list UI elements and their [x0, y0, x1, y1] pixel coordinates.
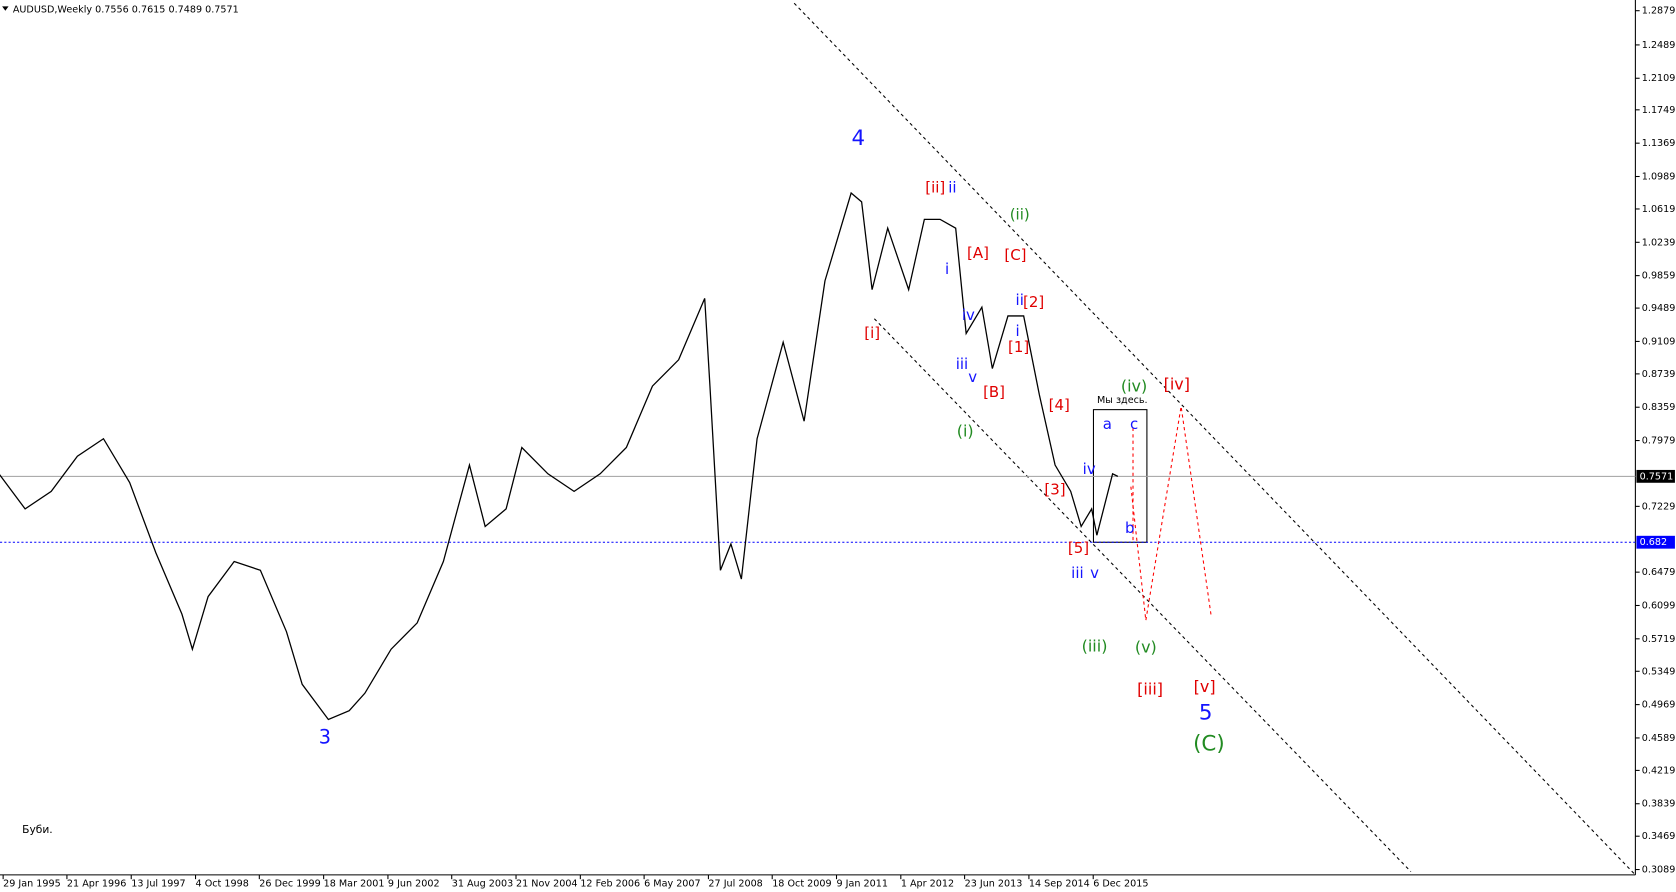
x-tick-label: 14 Sep 2014 [1029, 878, 1090, 889]
y-tick-label: 1.2489 [1642, 40, 1676, 51]
y-tick-label: 0.6099 [1642, 600, 1676, 611]
wave-label: c [1130, 415, 1138, 433]
y-tick-label: 0.3089 [1642, 865, 1676, 876]
price-label: 0.7571 [1640, 471, 1674, 482]
y-tick-label: 1.0619 [1642, 204, 1676, 215]
wave-label: [C] [1004, 246, 1026, 264]
x-tick-label: 13 Jul 1997 [131, 878, 185, 889]
wave-label: (iii) [1082, 637, 1108, 656]
wave-label: Буби. [22, 823, 53, 836]
x-tick-label: 18 Mar 2001 [324, 878, 385, 889]
wave-label: [B] [983, 383, 1005, 401]
wave-label: 3 [319, 725, 331, 748]
x-tick-label: 27 Jul 2008 [708, 878, 762, 889]
price-label-box [1636, 535, 1675, 549]
wave-label: [1] [1008, 338, 1029, 356]
x-tick-label: 9 Jan 2011 [837, 878, 888, 889]
wave-label: (iv) [1121, 377, 1147, 396]
wave-label: [ii] [925, 179, 945, 197]
y-tick-label: 0.5719 [1642, 634, 1676, 645]
wave-label: i [945, 260, 949, 278]
price-line-series [0, 191, 1119, 721]
channel-upper [793, 2, 1636, 876]
wave-label: Мы здесь. [1097, 395, 1148, 406]
wave-label: iv [1083, 460, 1096, 478]
price-label: 0.682 [1640, 537, 1668, 548]
y-tick-label: 1.1369 [1642, 138, 1676, 149]
wave-label: [v] [1194, 677, 1216, 696]
wave-label: 4 [852, 126, 866, 151]
y-tick-label: 0.4219 [1642, 765, 1676, 776]
x-tick-label: 21 Nov 2004 [516, 878, 578, 889]
y-tick-label: 0.7229 [1642, 501, 1676, 512]
price-label-box [1636, 469, 1675, 483]
wave-label: ii [1016, 291, 1024, 309]
wave-label: a [1103, 415, 1112, 433]
y-tick-label: 0.3469 [1642, 831, 1676, 842]
x-tick-label: 23 Jun 2013 [965, 878, 1023, 889]
y-tick-label: 0.4589 [1642, 733, 1676, 744]
y-tick-label: 1.1749 [1642, 105, 1676, 116]
x-tick-label: 31 Aug 2003 [452, 878, 514, 889]
wave-label: (i) [957, 422, 974, 441]
y-tick-label: 0.8739 [1642, 369, 1676, 380]
wave-label: (C) [1193, 731, 1225, 756]
wave-label: iii [956, 355, 968, 373]
wave-label: [iii] [1137, 679, 1163, 698]
wave-label: [iv] [1164, 375, 1190, 394]
wave-label: i [1015, 322, 1019, 340]
y-tick-label: 0.9859 [1642, 271, 1676, 282]
wave-label: [i] [864, 324, 880, 342]
x-tick-label: 6 Dec 2015 [1093, 878, 1148, 889]
x-tick-label: 26 Dec 1999 [259, 878, 320, 889]
x-tick-label: 21 Apr 1996 [67, 878, 126, 889]
wave-label: [4] [1049, 396, 1070, 414]
wave-label: 5 [1199, 700, 1213, 725]
y-tick-label: 0.9489 [1642, 303, 1676, 314]
y-tick-label: 0.8359 [1642, 402, 1676, 413]
y-tick-label: 0.7979 [1642, 436, 1676, 447]
x-tick-label: 4 Oct 1998 [196, 878, 249, 889]
menu-arrow [2, 6, 9, 11]
x-tick-label: 18 Oct 2009 [772, 878, 831, 889]
y-tick-label: 0.5349 [1642, 666, 1676, 677]
x-tick-label: 12 Feb 2006 [580, 878, 640, 889]
y-tick-label: 1.0989 [1642, 172, 1676, 183]
wave-label: b [1125, 519, 1134, 537]
y-tick-label: 0.6479 [1642, 567, 1676, 578]
x-tick-label: 1 Apr 2012 [901, 878, 954, 889]
x-tick-label: 6 May 2007 [644, 878, 701, 889]
y-tick-label: 1.0239 [1642, 237, 1676, 248]
wave-label: (ii) [1010, 205, 1030, 223]
y-tick-label: 1.2109 [1642, 73, 1676, 84]
wave-label: iv [962, 306, 975, 324]
wave-label: v [1090, 564, 1099, 582]
y-tick-label: 0.4969 [1642, 700, 1676, 711]
chart-title: AUDUSD,Weekly 0.7556 0.7615 0.7489 0.757… [13, 5, 239, 16]
wave-label: [A] [967, 244, 989, 262]
wave-label: iii [1071, 564, 1083, 582]
wave-label: [3] [1044, 480, 1065, 498]
forecast-path [1130, 406, 1212, 621]
y-tick-label: 0.3839 [1642, 799, 1676, 810]
y-tick-label: 0.9109 [1642, 336, 1676, 347]
wave-label: v [968, 368, 977, 386]
x-tick-label: 29 Jan 1995 [3, 878, 61, 889]
wave-label: ii [948, 179, 956, 197]
x-tick-label: 9 Jun 2002 [388, 878, 440, 889]
wave-label: (v) [1135, 638, 1157, 657]
y-tick-label: 1.2879 [1642, 6, 1676, 17]
wave-label: [2] [1023, 293, 1044, 311]
wave-label: [5] [1068, 539, 1089, 557]
